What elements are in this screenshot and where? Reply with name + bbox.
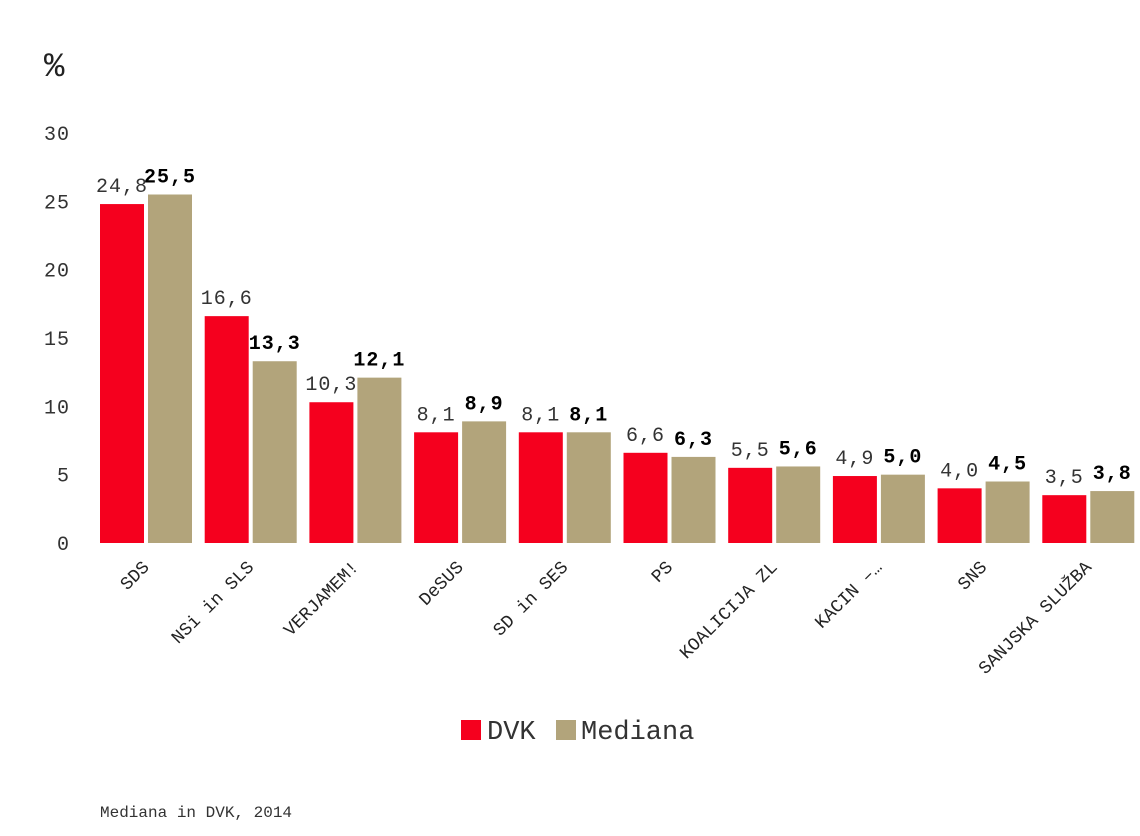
- bar-mediana: [880, 474, 925, 543]
- bar-dvk: [518, 432, 563, 543]
- bar-mediana: [252, 361, 297, 543]
- bar-dvk: [204, 316, 249, 543]
- data-label-mediana: 13,3: [249, 333, 301, 356]
- data-label-dvk: 8,1: [417, 404, 456, 427]
- bar-dvk: [1042, 495, 1087, 543]
- data-label-dvk: 4,0: [940, 460, 979, 483]
- bar-mediana: [671, 456, 716, 543]
- y-axis-unit: %: [44, 49, 65, 87]
- bar-mediana: [1090, 491, 1135, 543]
- y-tick-label: 25: [44, 192, 70, 215]
- source-note: Mediana in DVK, 2014: [100, 804, 292, 822]
- x-tick-label: KOALICIJA ZL: [677, 558, 783, 664]
- y-tick-label: 15: [44, 329, 70, 352]
- x-tick-label: SANJSKA SLUŽBA: [974, 557, 1097, 680]
- bar-dvk: [414, 432, 459, 543]
- data-label-dvk: 3,5: [1045, 467, 1084, 490]
- legend-swatch-mediana: [556, 720, 576, 740]
- bar-mediana: [985, 481, 1030, 543]
- bar-mediana: [566, 432, 611, 543]
- data-label-mediana: 3,8: [1093, 463, 1132, 486]
- bar-mediana: [776, 466, 821, 543]
- y-tick-label: 5: [57, 466, 70, 489]
- data-label-mediana: 8,1: [569, 404, 608, 427]
- data-label-mediana: 5,6: [779, 438, 818, 461]
- x-tick-label: VERJAMEM!: [281, 558, 364, 641]
- legend-label-mediana: Mediana: [581, 718, 694, 748]
- data-label-dvk: 8,1: [521, 404, 560, 427]
- data-label-mediana: 4,5: [988, 454, 1027, 477]
- legend-swatch-dvk: [461, 720, 481, 740]
- bar-dvk: [623, 452, 668, 543]
- x-tick-label: SDS: [117, 558, 154, 595]
- bar-dvk: [309, 402, 354, 543]
- data-label-mediana: 8,9: [465, 393, 504, 416]
- x-tick-label: KACIN –…: [812, 558, 887, 633]
- data-label-dvk: 4,9: [835, 448, 874, 471]
- x-tick-label: SNS: [955, 558, 992, 595]
- x-tick-label: DeSUS: [416, 558, 468, 610]
- y-tick-label: 20: [44, 261, 70, 284]
- legend-label-dvk: DVK: [487, 718, 536, 748]
- data-label-dvk: 5,5: [731, 440, 770, 463]
- data-label-dvk: 6,6: [626, 425, 665, 448]
- bar-mediana: [148, 194, 192, 543]
- bar-mediana: [357, 377, 402, 543]
- x-tick-label: SD in SES: [490, 558, 573, 641]
- data-label-mediana: 12,1: [353, 350, 405, 373]
- data-label-mediana: 5,0: [883, 447, 922, 470]
- data-label-dvk: 10,3: [305, 374, 357, 397]
- y-tick-label: 0: [57, 534, 70, 557]
- bar-dvk: [728, 467, 773, 543]
- data-label-dvk: 16,6: [201, 288, 253, 311]
- bar-dvk: [937, 488, 982, 543]
- data-label-mediana: 25,5: [144, 167, 196, 190]
- y-tick-label: 30: [44, 124, 70, 147]
- bar-mediana: [462, 421, 507, 543]
- y-tick-label: 10: [44, 397, 70, 420]
- x-tick-label: PS: [648, 558, 677, 587]
- data-label-mediana: 6,3: [674, 429, 713, 452]
- bar-dvk: [100, 204, 144, 544]
- bar-dvk: [832, 476, 877, 543]
- x-tick-label: NSi in SLS: [168, 558, 259, 649]
- legend: DVK Mediana: [461, 718, 694, 748]
- data-label-dvk: 24,8: [96, 176, 148, 199]
